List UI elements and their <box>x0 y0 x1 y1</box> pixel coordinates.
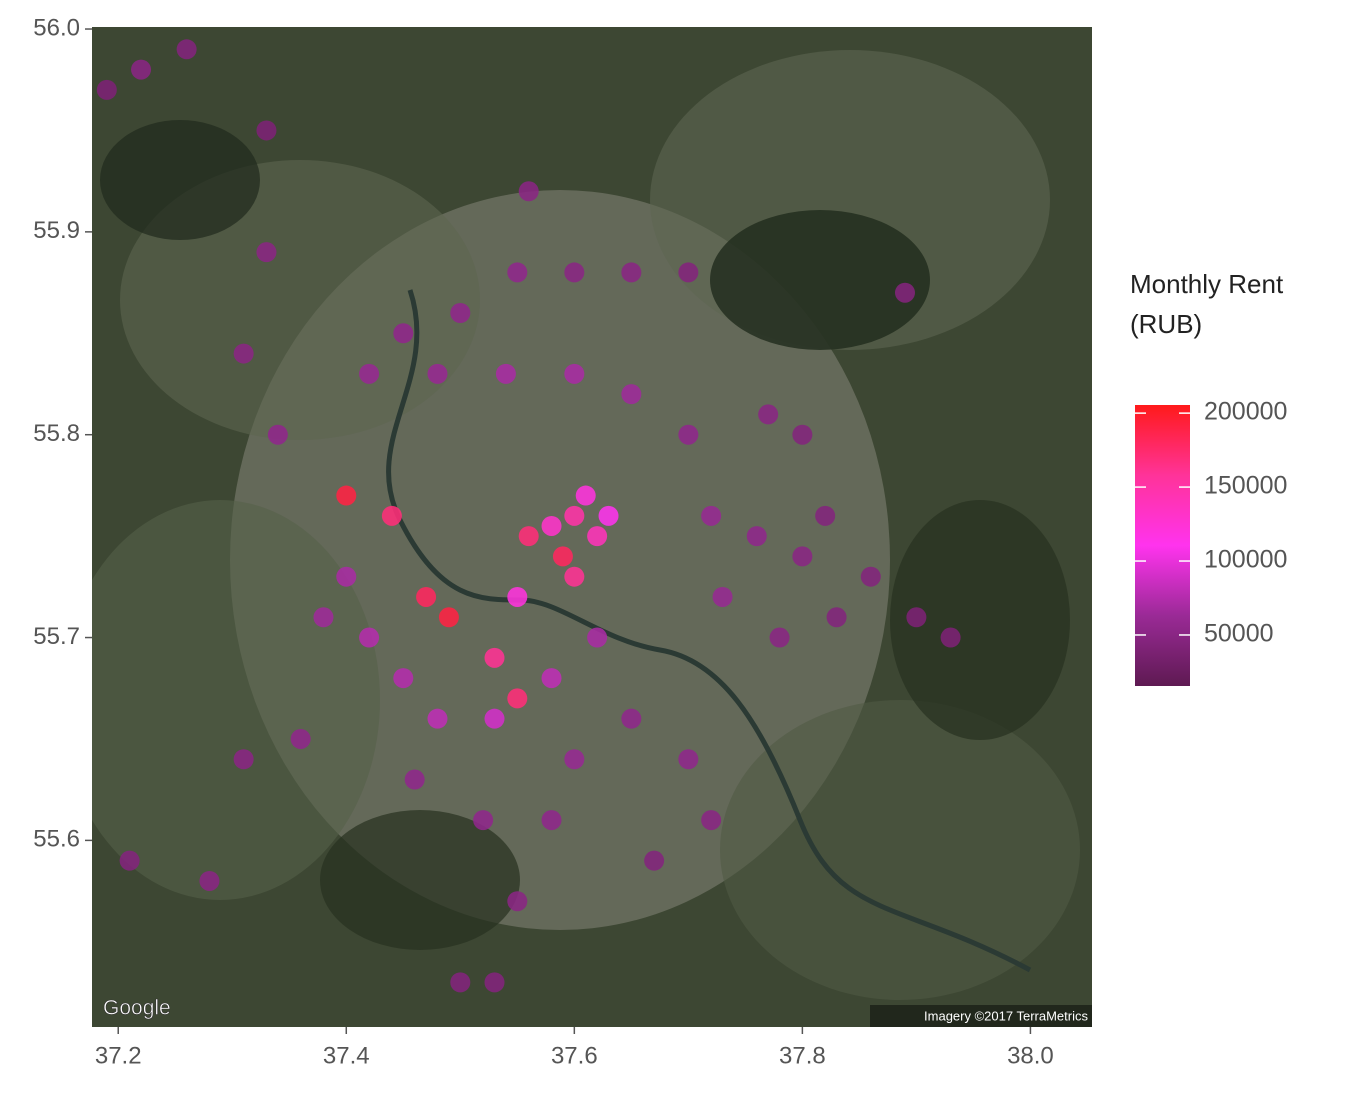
x-tick-label: 37.8 <box>779 1042 826 1069</box>
rent-point <box>450 972 471 993</box>
rent-point <box>507 891 528 912</box>
rent-point <box>199 870 220 891</box>
rent-point <box>507 586 528 607</box>
rent-point <box>644 850 665 871</box>
rent-point <box>256 120 277 141</box>
rent-point <box>575 485 596 506</box>
colorbar-label: 100000 <box>1204 546 1287 574</box>
colorbar-label: 50000 <box>1204 620 1274 648</box>
rent-point <box>564 505 585 526</box>
rent-point <box>564 363 585 384</box>
rent-point <box>678 262 699 283</box>
rent-point <box>267 424 288 445</box>
points-layer <box>96 39 961 993</box>
google-credit: Google <box>103 997 171 1020</box>
rent-point <box>518 526 539 547</box>
rent-point <box>484 972 505 993</box>
rent-point <box>564 566 585 587</box>
rent-point <box>507 688 528 709</box>
rent-point <box>552 546 573 567</box>
rent-point <box>826 607 847 628</box>
rent-point <box>233 749 254 770</box>
rent-point <box>758 404 779 425</box>
rent-point <box>495 363 516 384</box>
rent-point <box>96 79 117 100</box>
legend-title: (RUB) <box>1130 309 1202 339</box>
rent-point <box>894 282 915 303</box>
rent-point <box>940 627 961 648</box>
rent-point <box>564 262 585 283</box>
y-tick-label: 55.7 <box>33 623 80 650</box>
rent-point <box>712 586 733 607</box>
rent-point <box>484 708 505 729</box>
rent-point <box>438 607 459 628</box>
rent-point <box>701 505 722 526</box>
y-tick-label: 55.8 <box>33 420 80 447</box>
rent-point <box>906 607 927 628</box>
rent-point <box>233 343 254 364</box>
rent-point <box>792 424 813 445</box>
rent-point <box>678 424 699 445</box>
imagery-credit: Imagery ©2017 TerraMetrics <box>924 1008 1088 1023</box>
colorbar-label: 200000 <box>1204 398 1287 426</box>
credit-bg <box>870 1005 1092 1027</box>
rent-point <box>131 59 152 80</box>
rent-point <box>427 363 448 384</box>
x-tick-label: 38.0 <box>1007 1042 1054 1069</box>
rent-point <box>564 749 585 770</box>
x-tick-label: 37.2 <box>95 1042 142 1069</box>
rent-point <box>256 242 277 263</box>
rent-point <box>427 708 448 729</box>
rent-point <box>416 586 437 607</box>
rent-point <box>860 566 881 587</box>
rent-point <box>450 303 471 324</box>
rent-point <box>541 810 562 831</box>
y-tick-label: 56.0 <box>33 14 80 41</box>
legend-title: Monthly Rent <box>1130 269 1284 299</box>
y-tick-label: 55.6 <box>33 826 80 853</box>
rent-point <box>598 505 619 526</box>
rent-point <box>176 39 197 60</box>
rent-point <box>587 627 608 648</box>
x-tick-label: 37.4 <box>323 1042 370 1069</box>
y-tick-label: 55.9 <box>33 217 80 244</box>
rent-point <box>313 607 334 628</box>
rent-point <box>336 566 357 587</box>
rent-point <box>359 627 380 648</box>
rent-point <box>621 262 642 283</box>
rent-point <box>792 546 813 567</box>
rent-point <box>336 485 357 506</box>
x-tick-label: 37.6 <box>551 1042 598 1069</box>
rent-point <box>815 505 836 526</box>
rent-point <box>621 384 642 405</box>
rent-point <box>359 363 380 384</box>
rent-point <box>518 181 539 202</box>
rent-point <box>393 668 414 689</box>
colorbar-label: 150000 <box>1204 472 1287 500</box>
rent-point <box>290 728 311 749</box>
rent-point <box>393 323 414 344</box>
rent-point <box>701 810 722 831</box>
rent-point <box>678 749 699 770</box>
rent-point <box>541 668 562 689</box>
rent-point <box>769 627 790 648</box>
rent-point <box>119 850 140 871</box>
rent-point <box>484 647 505 668</box>
colorbar <box>1135 405 1190 686</box>
rent-point <box>621 708 642 729</box>
rent-point <box>404 769 425 790</box>
rent-point <box>381 505 402 526</box>
rent-point <box>746 526 767 547</box>
rent-point <box>587 526 608 547</box>
rent-point <box>507 262 528 283</box>
rent-point <box>541 515 562 536</box>
rent-point <box>473 810 494 831</box>
